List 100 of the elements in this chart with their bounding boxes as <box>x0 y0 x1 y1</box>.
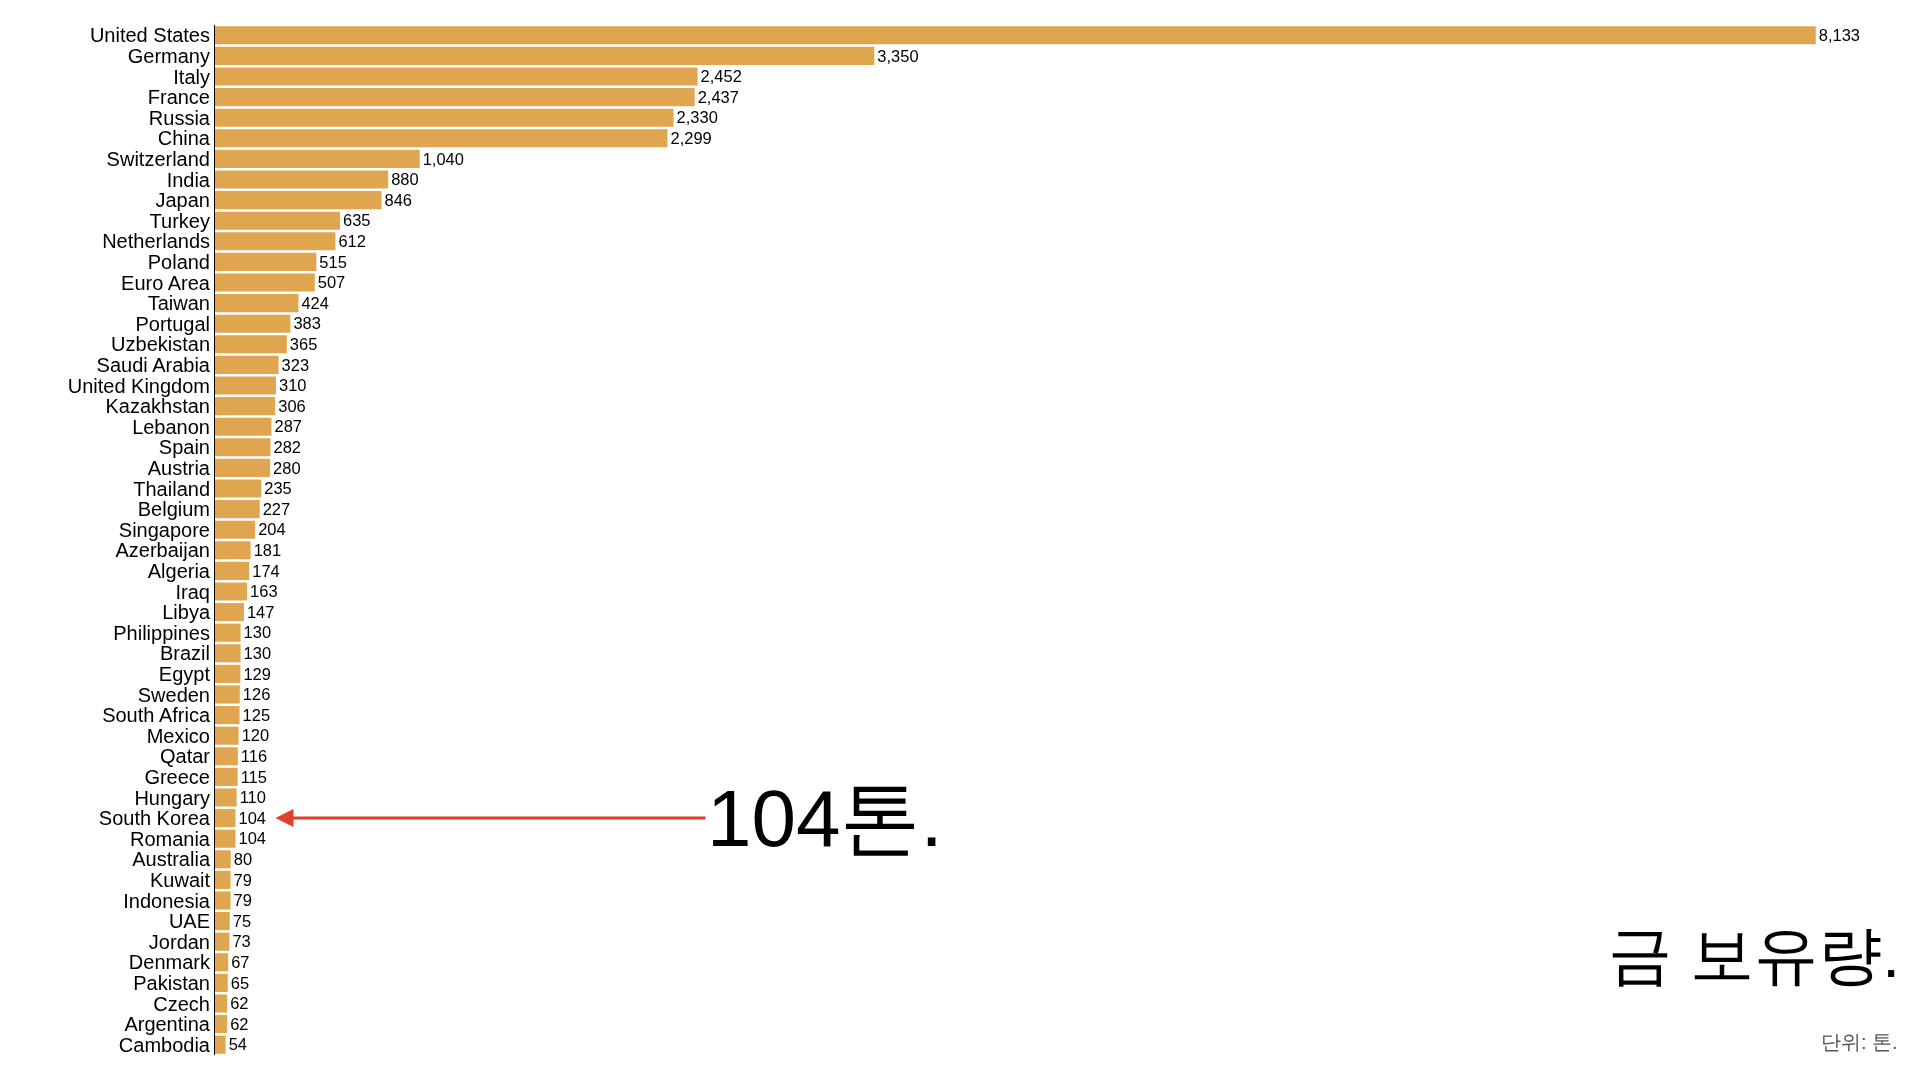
data-label: 147 <box>246 602 275 621</box>
bar <box>215 252 317 271</box>
bar <box>215 561 250 580</box>
y-tick-label: China <box>157 127 211 150</box>
data-label: 424 <box>301 293 329 312</box>
data-label: 204 <box>258 520 286 539</box>
y-tick-label: Denmark <box>128 951 211 974</box>
data-label: 287 <box>274 417 302 436</box>
data-label: 310 <box>279 376 307 395</box>
data-label: 115 <box>240 767 267 786</box>
y-tick-label: Jordan <box>148 930 210 953</box>
data-label: 125 <box>242 705 271 724</box>
bar <box>215 458 271 477</box>
bar <box>215 582 248 601</box>
data-label: 163 <box>250 582 278 601</box>
data-label: 110 <box>239 788 266 807</box>
bar <box>215 438 271 457</box>
data-label: 130 <box>243 644 272 663</box>
bar <box>215 211 340 230</box>
data-label: 323 <box>281 355 310 374</box>
y-tick-label: United Kingdom <box>67 374 210 397</box>
y-tick-label: Poland <box>147 250 210 273</box>
y-tick-label: Lebanon <box>132 415 210 438</box>
y-tick-label: Taiwan <box>147 292 210 315</box>
bar <box>215 314 291 333</box>
data-label: 846 <box>384 190 412 209</box>
bar <box>215 1015 228 1034</box>
data-label: 2,452 <box>700 67 742 86</box>
bar <box>215 891 231 910</box>
data-label: 67 <box>231 953 250 972</box>
y-tick-label: Indonesia <box>123 889 211 912</box>
y-tick-label: Pakistan <box>133 971 210 994</box>
bar <box>215 108 674 127</box>
data-label: 880 <box>391 170 419 189</box>
data-label: 80 <box>233 850 253 869</box>
annotation: 104톤. <box>707 774 943 863</box>
data-label: 2,299 <box>670 129 712 148</box>
y-tick-label: UAE <box>168 910 210 933</box>
y-tick-label: Argentina <box>124 1013 211 1036</box>
data-label: 120 <box>241 726 270 745</box>
bar <box>215 500 260 519</box>
data-label: 129 <box>243 664 271 683</box>
bar <box>215 149 420 168</box>
bar <box>215 88 695 107</box>
bar <box>215 273 315 292</box>
y-tick-label: Portugal <box>135 312 210 335</box>
y-tick-label: South Africa <box>102 704 211 727</box>
y-tick-label: Euro Area <box>121 271 211 294</box>
bar <box>215 417 272 436</box>
bar <box>215 376 277 395</box>
bar <box>215 788 237 807</box>
bar <box>215 67 698 86</box>
bar <box>215 932 230 951</box>
y-tick-label: Switzerland <box>106 147 210 170</box>
data-label: 2,437 <box>697 87 739 106</box>
y-tick-label: India <box>166 168 211 191</box>
data-label: 365 <box>289 335 318 354</box>
bar <box>215 747 238 766</box>
bar <box>215 973 228 992</box>
bar <box>215 767 238 786</box>
bar <box>215 46 875 65</box>
data-label: 116 <box>240 747 268 766</box>
y-tick-label: United States <box>89 24 210 47</box>
bar <box>215 644 241 663</box>
bar <box>215 726 239 745</box>
data-label: 62 <box>230 1014 249 1033</box>
y-tick-label: Saudi Arabia <box>96 353 211 376</box>
data-label: 65 <box>230 973 250 992</box>
y-tick-label: Japan <box>155 189 210 212</box>
text: 단위: 톤. <box>1821 1031 1898 1053</box>
bar <box>215 685 240 704</box>
bar <box>215 912 230 931</box>
bar <box>215 170 389 189</box>
bar <box>215 335 287 354</box>
bar <box>215 1035 226 1054</box>
data-label: 181 <box>253 541 282 560</box>
data-label: 1,040 <box>422 149 464 168</box>
data-label: 73 <box>232 932 251 951</box>
y-tick-label: Egypt <box>158 662 211 685</box>
data-label: 306 <box>278 396 306 415</box>
bar <box>215 355 279 374</box>
y-tick-label: Hungary <box>134 786 210 809</box>
data-label: 79 <box>233 891 252 910</box>
y-tick-label: Australia <box>132 848 211 871</box>
bar <box>215 664 241 683</box>
data-label: 174 <box>252 561 280 580</box>
bar <box>215 541 251 560</box>
bar <box>215 829 236 848</box>
data-label: 2,330 <box>676 108 718 127</box>
data-label: 235 <box>264 479 292 498</box>
bar <box>215 953 229 972</box>
y-tick-label: Belgium <box>137 498 210 521</box>
y-tick-label: Czech <box>153 992 210 1015</box>
data-label: 507 <box>317 273 346 292</box>
data-label: 130 <box>243 623 272 642</box>
data-label: 280 <box>273 458 301 477</box>
y-tick-label: Russia <box>148 106 211 129</box>
bar <box>215 26 1816 45</box>
data-label: 515 <box>319 252 347 271</box>
y-tick-label: Germany <box>127 44 210 67</box>
